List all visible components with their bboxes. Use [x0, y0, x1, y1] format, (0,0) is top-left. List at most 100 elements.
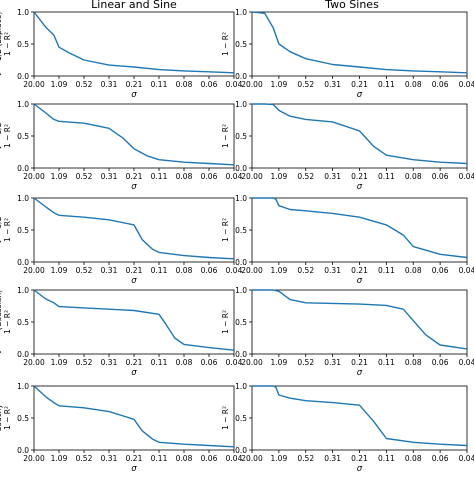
y-tick-label: 1.0 — [17, 8, 29, 17]
y-axis-label: 1 − R² — [221, 218, 230, 242]
y-tick-label: 0.5 — [17, 226, 29, 235]
x-tick-label: 0.11 — [378, 80, 395, 89]
y-tick-label: 0.5 — [17, 318, 29, 327]
x-tick-label: 0.11 — [378, 266, 395, 275]
x-tick-label: 0.06 — [432, 358, 449, 367]
x-tick-label: 1.09 — [271, 80, 288, 89]
x-tick-label: 0.04 — [459, 454, 474, 463]
x-tick-label: 0.08 — [405, 266, 422, 275]
x-axis-label: σ — [357, 276, 363, 286]
x-tick-label: 0.04 — [226, 266, 243, 275]
y-tick-label: 0.5 — [17, 132, 29, 141]
x-tick-label: 0.52 — [297, 358, 314, 367]
x-tick-label: 0.08 — [405, 80, 422, 89]
series-line — [33, 11, 235, 74]
x-tick-label: 1.09 — [51, 80, 68, 89]
y-tick-label: 0.5 — [235, 226, 247, 235]
y-axis-label: ν = 3/2 — [0, 122, 3, 150]
x-tick-label: 0.31 — [324, 172, 341, 181]
x-tick-label: 0.08 — [176, 172, 193, 181]
y-tick-label: 0.0 — [17, 164, 29, 173]
x-tick-label: 0.11 — [378, 454, 395, 463]
x-tick-label: 0.11 — [151, 358, 168, 367]
y-tick-label: 1.0 — [235, 8, 247, 17]
x-tick-label: 0.21 — [351, 266, 368, 275]
x-tick-label: 0.21 — [351, 80, 368, 89]
x-tick-label: 0.06 — [201, 80, 218, 89]
x-tick-label: 0.08 — [405, 172, 422, 181]
subplot-1-right: 20.00 1.09 0.52 0.31 0.21 0.11 0.08 0.06 0.040.0… — [221, 8, 474, 100]
subplot-2-left: 20.00 1.09 0.52 0.31 0.21 0.11 0.08 0.06 0.04 0.0… — [0, 100, 243, 192]
y-tick-label: 0.0 — [17, 350, 29, 359]
x-axis-label: σ — [131, 276, 137, 286]
x-tick-label: 20.00 — [241, 266, 263, 275]
subplot-2-right: 20.00 1.09 0.52 0.31 0.21 0.11 0.08 0.06 0.040.0… — [221, 100, 474, 192]
x-tick-label: 0.04 — [459, 266, 474, 275]
x-tick-label: 0.04 — [226, 172, 243, 181]
x-tick-label: 0.21 — [126, 80, 143, 89]
y-axis-label: 1 − R² — [221, 124, 230, 148]
series-line — [33, 103, 235, 166]
x-tick-label: 20.00 — [23, 80, 45, 89]
y-axis-label: ν = 1/2 (Laplace) — [0, 12, 3, 77]
subplot-1-left: 20.00 1.09 0.52 0.31 0.21 0.11 0.08 0.06 0.04 0.0… — [0, 8, 243, 100]
subplot-3-left: 20.00 1.09 0.52 0.31 0.21 0.11 0.08 0.06 0.04 0.0… — [0, 194, 243, 286]
x-axis-label: σ — [131, 464, 137, 474]
y-tick-label: 0.5 — [17, 40, 29, 49]
subplot-5-left: 20.00 1.09 0.52 0.31 0.21 0.11 0.08 0.06 0.04 0.0… — [0, 382, 243, 474]
x-tick-label: 0.31 — [324, 80, 341, 89]
series-line — [33, 385, 235, 448]
x-tick-label: 1.09 — [51, 454, 68, 463]
y-axis-label: 1 − R² — [221, 32, 230, 56]
column-title-right: Two Sines — [324, 0, 379, 11]
y-axis-label: ν = ∞ (Gaussian) — [0, 290, 3, 354]
x-tick-label: 0.52 — [297, 80, 314, 89]
y-axis-label: 1 − R² — [3, 32, 12, 56]
y-tick-label: 0.0 — [17, 72, 29, 81]
series-line — [33, 197, 235, 260]
y-axis-label: 1 − R² — [3, 310, 12, 334]
y-tick-label: 0.0 — [235, 350, 247, 359]
subplot-4-left: 20.00 1.09 0.52 0.31 0.21 0.11 0.08 0.06 0.04 0.0… — [0, 286, 243, 378]
x-tick-label: 0.21 — [126, 266, 143, 275]
x-tick-label: 0.06 — [432, 266, 449, 275]
x-axis-label: σ — [357, 90, 363, 100]
x-tick-label: 0.21 — [351, 454, 368, 463]
x-tick-label: 1.09 — [271, 358, 288, 367]
y-axis-label: ν = 5/2 — [0, 216, 3, 244]
y-tick-label: 1.0 — [17, 286, 29, 295]
x-axis-label: σ — [131, 182, 137, 192]
x-tick-label: 0.31 — [101, 454, 118, 463]
x-tick-label: 0.04 — [226, 80, 243, 89]
x-tick-label: 0.11 — [378, 358, 395, 367]
x-tick-label: 0.08 — [176, 454, 193, 463]
axes-frame — [33, 385, 235, 451]
x-tick-label: 0.04 — [459, 172, 474, 181]
x-tick-label: 0.52 — [76, 358, 93, 367]
x-tick-label: 20.00 — [241, 172, 263, 181]
x-tick-label: 1.09 — [51, 266, 68, 275]
y-tick-label: 0.0 — [235, 72, 247, 81]
x-tick-label: 20.00 — [23, 266, 45, 275]
x-tick-label: 0.08 — [405, 358, 422, 367]
subplot-3-right: 20.00 1.09 0.52 0.31 0.21 0.11 0.08 0.06 0.040.0… — [221, 194, 474, 286]
x-tick-label: 0.52 — [76, 80, 93, 89]
x-tick-label: 0.52 — [297, 266, 314, 275]
x-tick-label: 0.11 — [151, 266, 168, 275]
y-tick-label: 0.5 — [17, 414, 29, 423]
x-tick-label: 0.52 — [297, 454, 314, 463]
x-tick-label: 1.09 — [271, 266, 288, 275]
x-tick-label: 0.06 — [201, 454, 218, 463]
x-axis-label: σ — [357, 182, 363, 192]
x-tick-label: 0.08 — [176, 358, 193, 367]
y-tick-label: 1.0 — [235, 382, 247, 391]
x-tick-label: 0.11 — [378, 172, 395, 181]
y-tick-label: 1.0 — [235, 286, 247, 295]
series-line — [252, 103, 468, 165]
x-tick-label: 0.21 — [126, 172, 143, 181]
x-tick-label: 0.11 — [151, 454, 168, 463]
x-tick-label: 20.00 — [23, 358, 45, 367]
y-tick-label: 1.0 — [235, 194, 247, 203]
x-tick-label: 0.08 — [176, 80, 193, 89]
y-axis-label: 1 − R² — [3, 124, 12, 148]
